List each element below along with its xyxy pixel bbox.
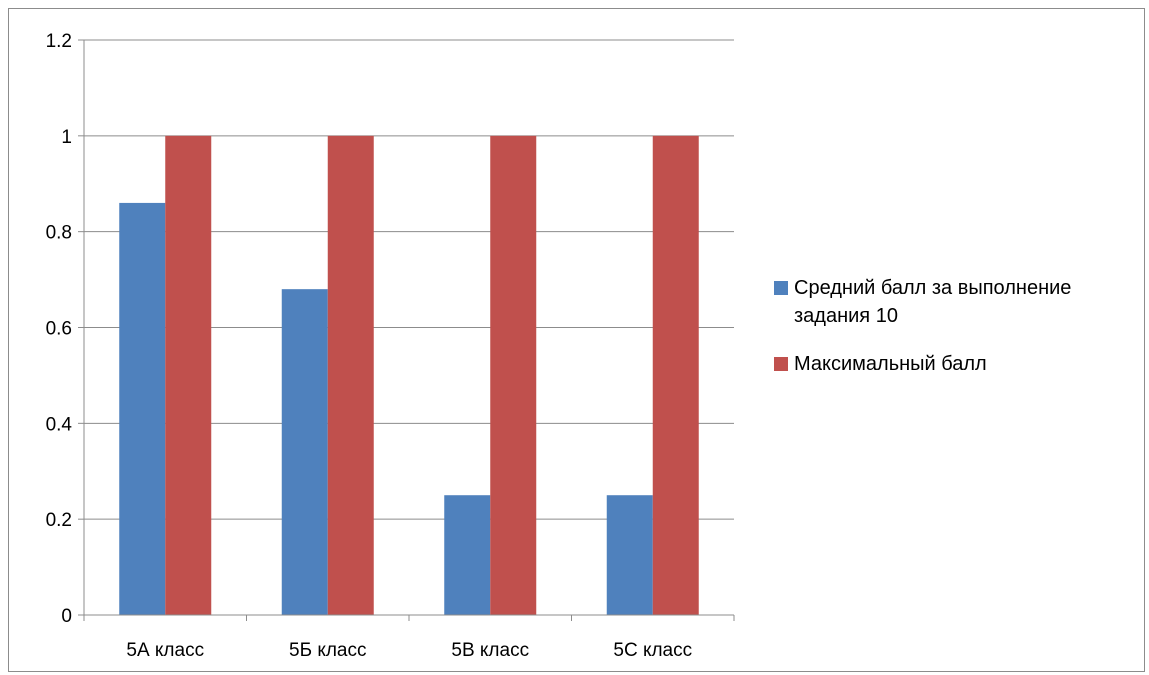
bar-series-2-category-1 [165, 135, 212, 616]
legend-swatch-series-1 [774, 281, 788, 295]
bar-series-2-category-2 [327, 135, 374, 616]
legend-item-series-2: Максимальный балл [774, 350, 1134, 378]
bar-series-1-category-1 [119, 202, 166, 615]
legend-swatch-series-2 [774, 357, 788, 371]
bar-series-1-category-2 [281, 289, 328, 615]
x-category-label: 5А класс [126, 640, 204, 661]
legend-label-series-1: Средний балл за выполнение задания 10 [794, 277, 1072, 327]
bar-series-1-category-4 [606, 495, 653, 615]
bar-series-2-category-4 [652, 135, 699, 616]
axes [78, 39, 735, 621]
y-tick-label: 0.8 [46, 223, 72, 244]
bar-series-2-category-3 [490, 135, 537, 616]
x-category-label: 5С класс [613, 640, 692, 661]
bars [119, 135, 699, 616]
y-tick-label: 0.6 [46, 319, 72, 340]
y-tick-label: 0.4 [46, 414, 73, 435]
tick-labels: 0 0.2 0.4 0.6 0.8 1 1.2 5А класс 5Б класс 5В клас… [46, 31, 693, 661]
legend: Средний балл за выполнение задания 10 Ма… [774, 274, 1134, 398]
legend-label-series-2: Максимальный балл [794, 353, 987, 375]
y-tick-label: 0 [61, 606, 72, 627]
x-category-label: 5Б класс [289, 640, 367, 661]
y-tick-label: 0.2 [46, 510, 72, 531]
bar-series-1-category-3 [444, 495, 491, 615]
x-category-label: 5В класс [451, 640, 529, 661]
y-tick-label: 1 [61, 127, 72, 148]
legend-item-series-1: Средний балл за выполнение задания 10 [774, 274, 1134, 330]
y-tick-label: 1.2 [46, 31, 72, 52]
